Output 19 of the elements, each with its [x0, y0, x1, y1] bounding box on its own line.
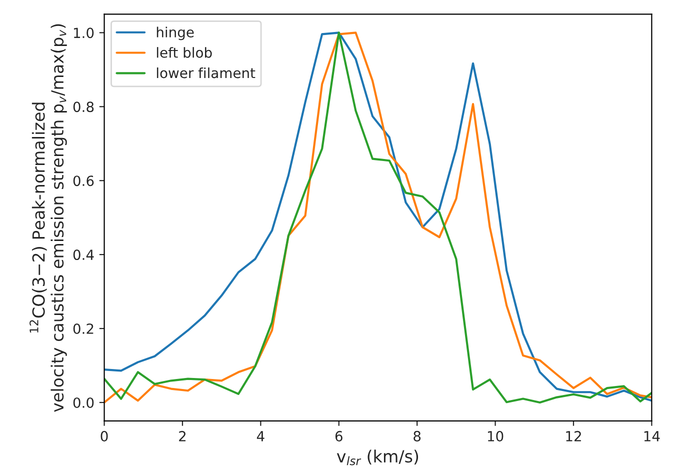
y-tick-label: 0.8 — [73, 102, 94, 112]
y-tick-label: 0.0 — [73, 397, 94, 408]
x-tick-label: 4 — [256, 431, 264, 442]
x-tick-label: 2 — [179, 430, 186, 442]
y-tick-label: 0.2 — [73, 323, 94, 334]
legend-label: left blob — [156, 47, 212, 58]
x-tick-label: 0 — [100, 430, 108, 442]
y-axis-title: $^{12}$CO(3−2) Peak-normalized velocity caustics emission strength p$_{v}$/max(p$_{v}$) — [30, 24, 67, 412]
y-tick-label: 0.6 — [73, 176, 94, 186]
x-tick-label: 14 — [644, 431, 660, 442]
x-tick-label: 8 — [414, 430, 421, 442]
legend-label: lower filament — [156, 67, 256, 78]
x-tick-label: 6 — [335, 430, 342, 442]
legend-label: hinge — [156, 26, 194, 40]
y-tick-label: 1.0 — [74, 28, 94, 38]
x-tick-label: 10 — [488, 430, 504, 442]
x-axis-title: v$_{lsr}$ (km/s) — [336, 450, 418, 466]
x-tick-label: 12 — [566, 430, 581, 442]
y-tick-label: 0.4 — [73, 250, 94, 260]
